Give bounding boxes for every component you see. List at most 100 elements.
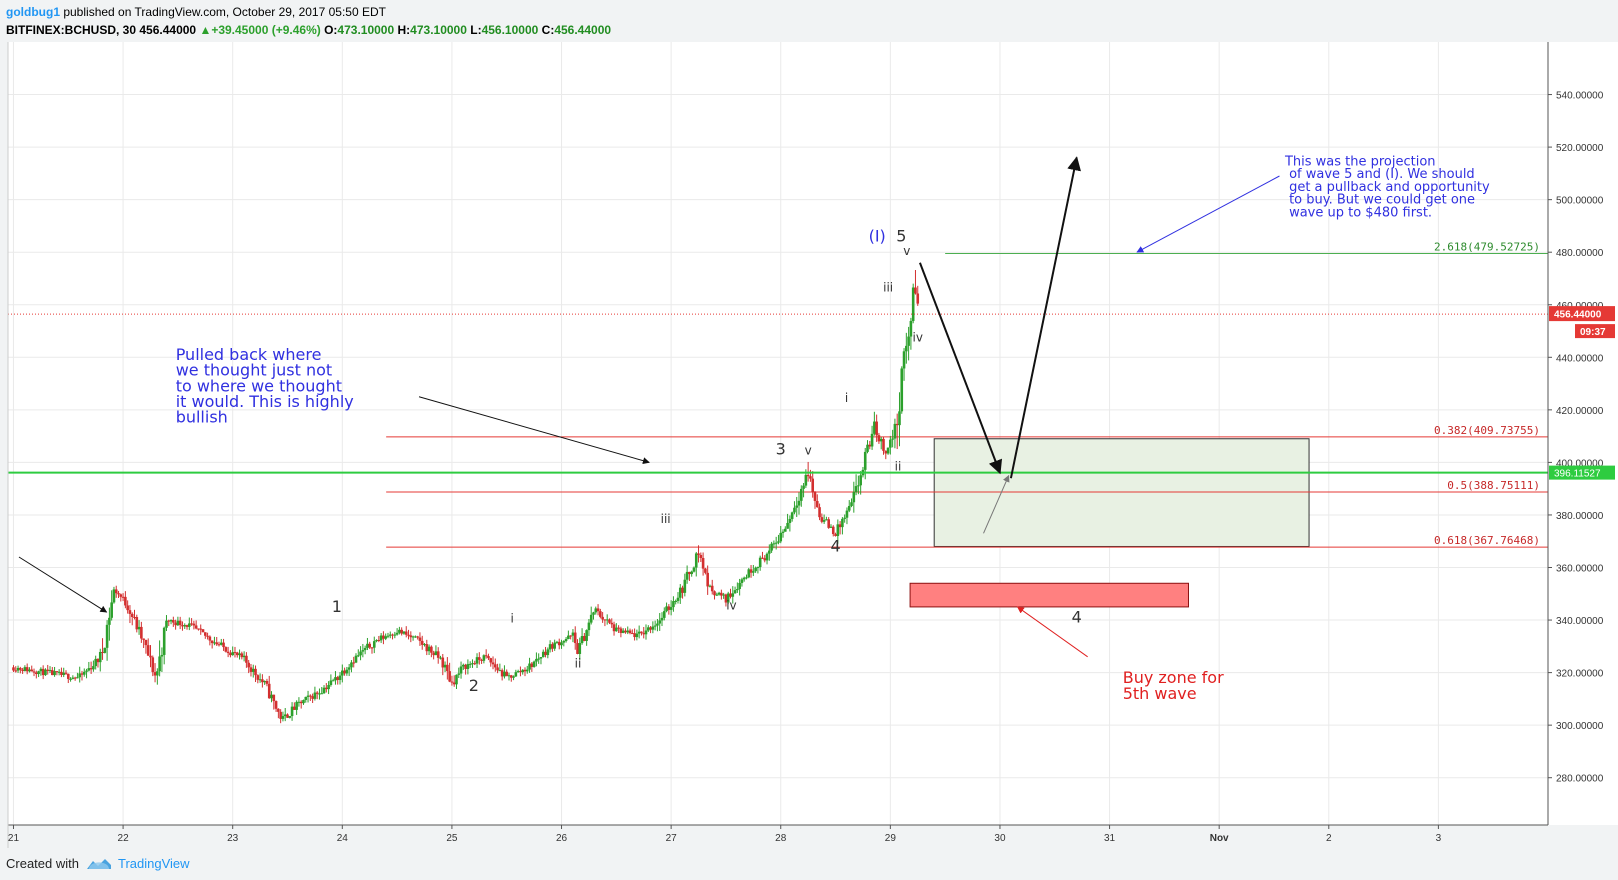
candle-body [242,655,246,658]
candle-body [603,619,607,621]
time-tick-label: 27 [666,833,678,844]
close-value: 456.44000 [554,23,612,37]
candle-body [763,558,767,561]
candle-body [238,653,241,656]
candle-body [471,663,474,665]
candle-body [366,643,369,648]
time-axis[interactable]: 21 22 23 24 25 26 27 28 29 30 31 Nov 2 3 [8,825,1442,844]
wave-label: iv [726,599,736,613]
candle-body [48,670,52,672]
annotation-projection-line: get a pullback and opportunity [1285,180,1490,195]
candle-body [569,635,572,637]
candle-body [60,671,63,675]
candle-body [553,642,556,649]
candle-body [738,582,741,590]
time-tick-label: 31 [1104,833,1116,844]
candle-body [642,632,646,635]
price-tick-label: 300.00000 [1556,721,1604,732]
fib-label: 0.618(367.76468) [1434,534,1540,547]
price-tick-label: 520.00000 [1556,143,1604,154]
annotation-pullback-line: to where we thought [176,376,342,395]
low-label: L: [470,23,482,37]
candle-body [557,641,561,646]
arrow-to-fib-2618[interactable] [1136,175,1280,253]
annotation-pullback-line: bullish [176,408,228,427]
candle-body [916,293,920,304]
candle-body [612,624,616,632]
price-change: ▲+39.45000 (+9.46%) [199,23,321,37]
time-tick-label: Nov [1210,833,1229,844]
candle-body [436,651,440,658]
annotation-projection[interactable]: This was the projection of wave 5 and (I… [1284,154,1490,220]
arrow-zone-entry[interactable] [983,474,1010,534]
candle-body [279,711,282,719]
candle-body [765,553,769,561]
candle-body [331,680,335,682]
arrow-projection-up[interactable] [1009,156,1082,479]
candle-body [112,589,116,603]
candle-body [105,624,109,648]
candle-body [432,652,435,656]
candle-body [843,517,846,519]
candle-body [299,701,303,704]
candle-body [768,550,771,554]
time-tick-label: 3 [1436,833,1442,844]
candle-body [672,601,675,608]
candle-body [80,673,84,675]
candle-body [658,620,662,624]
low-value: 456.10000 [481,23,539,37]
candle-body [124,596,127,606]
support-badge-label: 396.11527 [1554,469,1601,480]
candle-body [446,664,449,672]
arrow-pullback[interactable] [418,396,650,465]
candle-body [272,694,276,702]
candle-body [395,632,399,635]
candle-body [747,569,751,578]
candle-body [258,679,262,681]
countdown-badge [1575,324,1615,339]
candle-body [251,668,255,672]
annotation-projection-line: to buy. But we could get one [1285,193,1475,208]
arrow-wave1-start[interactable] [18,556,108,613]
candle-body [715,594,719,596]
candle-body [441,657,445,668]
candle-body [359,651,362,656]
candle-body [416,636,419,638]
candle-body [263,680,266,683]
symbol-label[interactable]: BITFINEX:BCHUSD, 30 [6,23,137,37]
wave-label: ii [575,656,582,670]
candle-body [473,663,477,665]
candle-body [713,591,716,596]
candle-body [354,655,358,663]
arrow-projection-down[interactable] [919,262,1003,475]
time-tick-label: 26 [556,833,568,844]
target-zone[interactable] [933,438,1310,547]
candle-body [98,651,102,663]
candle-body [850,502,853,506]
wave-label: 5 [896,227,906,246]
candle-body [386,635,390,637]
candle-body [669,607,673,610]
candle-body [190,623,193,625]
candle-body [334,677,337,681]
candle-body [640,631,643,633]
candle-body [183,625,187,627]
buy-zone[interactable] [909,582,1189,608]
tradingview-link[interactable]: TradingView [118,856,190,871]
candle-body [85,670,88,672]
candle-body [327,685,330,690]
candle-body [398,629,401,633]
fib-label: 0.382(409.73755) [1434,424,1540,437]
candle-body [665,606,668,612]
candle-body [226,651,230,654]
annotation-pullback[interactable]: Pulled back where we thought just not to w… [176,345,354,427]
arrow-to-buy-zone[interactable] [1016,606,1088,658]
annotation-buy-zone[interactable]: Buy zone for 5th wave [1123,668,1224,703]
candle-body [875,421,878,436]
candle-body [756,567,760,569]
price-chart[interactable]: 0.382(409.73755) 0.5(388.75111) 0.618(367.… [0,0,1618,848]
author-link[interactable]: goldbug1 [6,5,60,19]
candle-body [717,592,721,595]
candle-body [14,670,18,672]
wave-label: iii [661,512,671,526]
